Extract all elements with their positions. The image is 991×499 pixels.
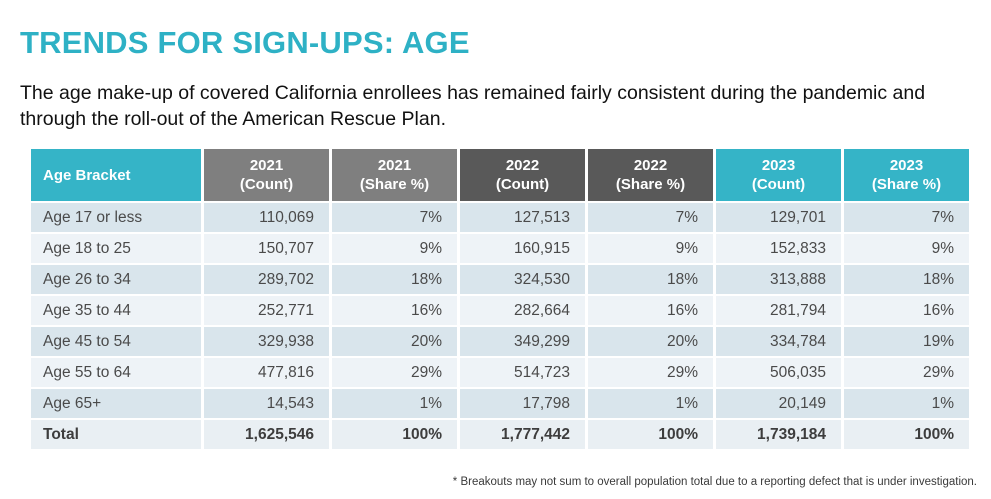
value-cell: 1,739,184 [716, 420, 841, 449]
age-bracket-cell: Age 45 to 54 [31, 327, 201, 356]
age-bracket-cell: Age 26 to 34 [31, 265, 201, 294]
value-cell: 100% [588, 420, 713, 449]
table-row-total: Total 1,625,546 100% 1,777,442 100% 1,739,184… [31, 420, 969, 449]
value-cell: 17,798 [460, 389, 585, 418]
value-cell: 18% [332, 265, 457, 294]
table-row-age-18-to-25: Age 18 to 25 150,707 9% 160,915 9% 152,833 9% [31, 234, 969, 263]
page-title: TRENDS FOR SIGN-UPS: AGE [20, 24, 470, 60]
value-cell: 7% [332, 203, 457, 232]
table-row-age-45-to-54: Age 45 to 54 329,938 20% 349,299 20% 334,784 1… [31, 327, 969, 356]
value-cell: 282,664 [460, 296, 585, 325]
age-bracket-cell: Age 65+ [31, 389, 201, 418]
age-bracket-cell: Age 35 to 44 [31, 296, 201, 325]
value-cell: 334,784 [716, 327, 841, 356]
table-row-age-26-to-34: Age 26 to 34 289,702 18% 324,530 18% 313,888 1… [31, 265, 969, 294]
value-cell: 19% [844, 327, 969, 356]
value-cell: 1% [844, 389, 969, 418]
value-cell: 100% [844, 420, 969, 449]
value-cell: 29% [844, 358, 969, 387]
value-cell: 1,625,546 [204, 420, 329, 449]
footnote-text: * Breakouts may not sum to overall popul… [452, 476, 977, 488]
value-cell: 18% [844, 265, 969, 294]
column-header-2023-share: 2023 (Share %) [844, 149, 969, 201]
value-cell: 1% [332, 389, 457, 418]
value-cell: 16% [588, 296, 713, 325]
value-cell: 14,543 [204, 389, 329, 418]
column-header-2022-share: 2022 (Share %) [588, 149, 713, 201]
table-row-age-17-or-less: Age 17 or less 110,069 7% 127,513 7% 129,701 7… [31, 203, 969, 232]
value-cell: 329,938 [204, 327, 329, 356]
value-cell: 7% [844, 203, 969, 232]
table-row-age-55-to-64: Age 55 to 64 477,816 29% 514,723 29% 506,035 2… [31, 358, 969, 387]
value-cell: 7% [588, 203, 713, 232]
value-cell: 1% [588, 389, 713, 418]
value-cell: 506,035 [716, 358, 841, 387]
value-cell: 281,794 [716, 296, 841, 325]
table-header-row: Age Bracket 2021 (Count) 2021 (Share %) 2022(… [31, 149, 969, 201]
value-cell: 9% [844, 234, 969, 263]
value-cell: 477,816 [204, 358, 329, 387]
value-cell: 100% [332, 420, 457, 449]
table-row-age-65-: Age 65+ 14,543 1% 17,798 1% 20,149 1% [31, 389, 969, 418]
value-cell: 20% [332, 327, 457, 356]
value-cell: 127,513 [460, 203, 585, 232]
value-cell: 29% [332, 358, 457, 387]
value-cell: 9% [332, 234, 457, 263]
value-cell: 16% [844, 296, 969, 325]
value-cell: 20,149 [716, 389, 841, 418]
age-bracket-cell: Total [31, 420, 201, 449]
subtitle-text: The age make-up of covered California en… [20, 81, 926, 130]
value-cell: 289,702 [204, 265, 329, 294]
value-cell: 152,833 [716, 234, 841, 263]
table-row-age-35-to-44: Age 35 to 44 252,771 16% 282,664 16% 281,794 1… [31, 296, 969, 325]
value-cell: 16% [332, 296, 457, 325]
age-bracket-cell: Age 18 to 25 [31, 234, 201, 263]
age-bracket-cell: Age 17 or less [31, 203, 201, 232]
value-cell: 18% [588, 265, 713, 294]
value-cell: 9% [588, 234, 713, 263]
value-cell: 150,707 [204, 234, 329, 263]
age-bracket-cell: Age 55 to 64 [31, 358, 201, 387]
value-cell: 110,069 [204, 203, 329, 232]
value-cell: 129,701 [716, 203, 841, 232]
column-header-2023-count: 2023 (Count) [716, 149, 841, 201]
value-cell: 349,299 [460, 327, 585, 356]
column-header-age-bracket: Age Bracket [31, 149, 201, 201]
value-cell: 20% [588, 327, 713, 356]
value-cell: 1,777,442 [460, 420, 585, 449]
column-header-2022-count: 2022 (Count) [460, 149, 585, 201]
column-header-2021-count: 2021 (Count) [204, 149, 329, 201]
value-cell: 514,723 [460, 358, 585, 387]
value-cell: 324,530 [460, 265, 585, 294]
value-cell: 29% [588, 358, 713, 387]
table-body: Age 17 or less 110,069 7% 127,513 7% 129,701 7… [31, 203, 969, 449]
value-cell: 252,771 [204, 296, 329, 325]
value-cell: 160,915 [460, 234, 585, 263]
value-cell: 313,888 [716, 265, 841, 294]
column-header-2021-share: 2021 (Share %) [332, 149, 457, 201]
age-trends-table: Age Bracket 2021 (Count) 2021 (Share %) 2022(… [28, 147, 972, 451]
